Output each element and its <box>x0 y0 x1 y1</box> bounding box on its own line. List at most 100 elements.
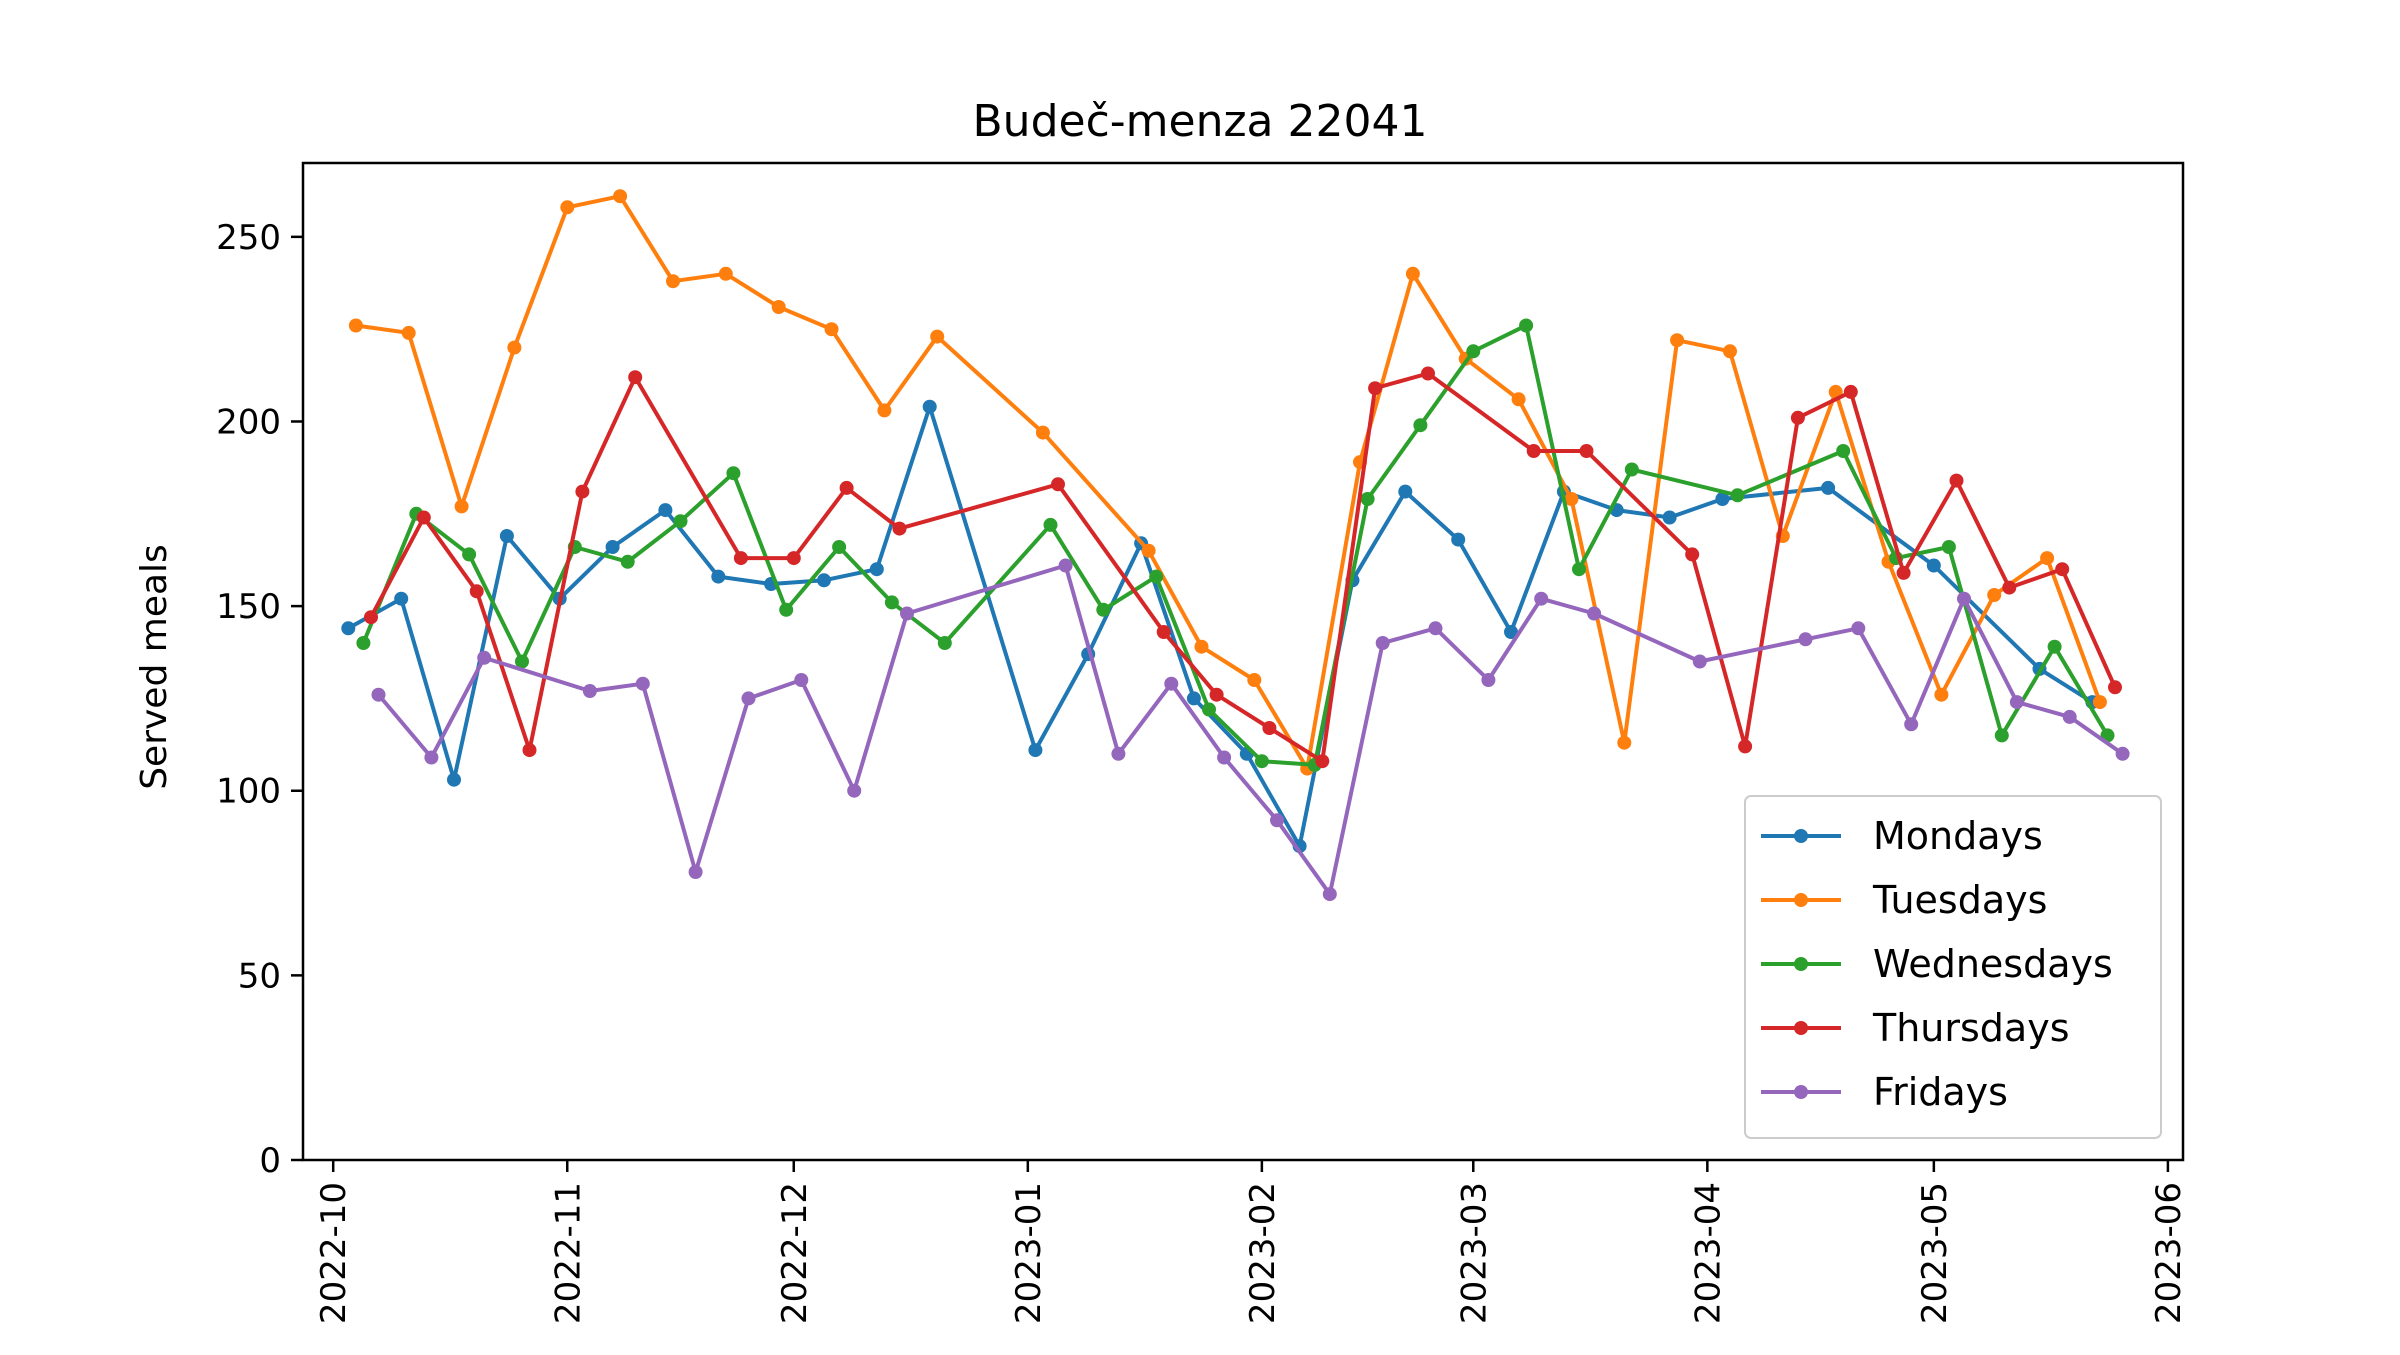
data-point-fridays <box>1904 717 1919 732</box>
legend-marker-mondays <box>1794 829 1808 843</box>
data-point-thursdays <box>1949 473 1964 488</box>
y-tick-label: 150 <box>216 587 281 627</box>
plot-frame <box>301 161 2185 1162</box>
data-point-fridays <box>1217 750 1232 765</box>
data-point-tuesdays <box>824 322 839 337</box>
data-point-fridays <box>1058 558 1073 573</box>
data-point-tuesdays <box>1194 639 1209 654</box>
data-point-fridays <box>1798 632 1813 647</box>
data-point-thursdays <box>628 370 643 385</box>
data-point-mondays <box>605 540 620 554</box>
data-point-wednesdays <box>1360 492 1375 506</box>
data-point-mondays <box>711 569 726 584</box>
legend-label-thursdays: Thursdays <box>1872 1006 2070 1050</box>
data-point-mondays <box>869 562 884 577</box>
x-tick-label: 2023-06 <box>2149 1182 2189 1324</box>
data-point-fridays <box>847 783 862 798</box>
data-point-wednesdays <box>673 514 688 529</box>
data-point-wednesdays <box>1096 602 1111 617</box>
data-point-fridays <box>1692 654 1707 669</box>
data-point-tuesdays <box>2092 695 2107 710</box>
data-point-tuesdays <box>1405 266 1420 281</box>
data-point-fridays <box>1957 591 1971 606</box>
data-point-wednesdays <box>462 547 477 562</box>
data-point-mondays <box>817 573 831 588</box>
data-point-tuesdays <box>1617 735 1632 750</box>
data-point-thursdays <box>1685 547 1700 562</box>
legend-label-wednesdays: Wednesdays <box>1873 942 2113 986</box>
data-point-fridays <box>1534 591 1549 606</box>
legend-label-mondays: Mondays <box>1873 814 2043 858</box>
data-point-tuesdays <box>1141 543 1156 558</box>
data-point-fridays <box>1111 746 1126 761</box>
data-point-tuesdays <box>1564 492 1579 506</box>
data-point-fridays <box>582 684 597 698</box>
data-point-mondays <box>1821 480 1836 495</box>
data-point-wednesdays <box>1730 488 1745 503</box>
data-point-mondays <box>1186 691 1201 706</box>
legend-label-fridays: Fridays <box>1873 1070 2008 1114</box>
data-point-wednesdays <box>779 602 794 617</box>
data-point-wednesdays <box>1624 462 1639 477</box>
chart-title: Budeč-menza 22041 <box>973 96 1428 147</box>
data-point-wednesdays <box>1149 569 1164 584</box>
data-point-fridays <box>635 676 650 691</box>
data-point-thursdays <box>522 743 537 758</box>
data-point-fridays <box>1428 621 1443 636</box>
legend-box <box>1744 795 2162 1139</box>
data-point-tuesdays <box>2040 551 2055 566</box>
data-point-fridays <box>1322 887 1337 902</box>
x-tick-label: 2022-10 <box>314 1182 354 1324</box>
data-point-tuesdays <box>401 325 416 340</box>
data-point-thursdays <box>1262 721 1277 735</box>
data-point-tuesdays <box>1934 687 1949 702</box>
data-point-wednesdays <box>2047 639 2062 654</box>
data-point-thursdays <box>2055 562 2070 577</box>
data-point-mondays <box>1715 492 1730 506</box>
data-point-thursdays <box>469 584 484 599</box>
data-point-tuesdays <box>930 329 945 344</box>
data-point-thursdays <box>733 551 748 566</box>
y-tick-label: 250 <box>216 218 281 258</box>
legend-marker-thursdays <box>1794 1021 1808 1035</box>
data-point-fridays <box>1164 676 1179 691</box>
data-point-wednesdays <box>515 654 529 669</box>
data-point-thursdays <box>1896 565 1911 580</box>
data-point-mondays <box>1398 484 1413 499</box>
data-point-wednesdays <box>832 540 847 554</box>
data-point-thursdays <box>1421 366 1435 381</box>
data-point-mondays <box>922 399 937 414</box>
data-point-fridays <box>424 750 439 765</box>
data-point-mondays <box>394 591 409 606</box>
data-point-thursdays <box>1315 754 1330 769</box>
data-point-tuesdays <box>1723 344 1737 359</box>
x-tick-label: 2022-11 <box>548 1182 588 1324</box>
data-point-thursdays <box>2002 580 2017 595</box>
data-point-tuesdays <box>1670 333 1685 348</box>
data-point-wednesdays <box>1572 562 1586 577</box>
data-point-fridays <box>1481 673 1496 687</box>
data-point-wednesdays <box>884 595 899 610</box>
data-point-fridays <box>371 687 386 702</box>
data-point-wednesdays <box>1994 728 2009 743</box>
y-axis-title: Served meals <box>134 544 175 790</box>
data-point-tuesdays <box>1511 392 1526 407</box>
data-point-wednesdays <box>1466 344 1481 359</box>
data-point-thursdays <box>892 521 907 536</box>
data-point-wednesdays <box>620 554 635 569</box>
data-point-wednesdays <box>1202 702 1216 717</box>
data-point-fridays <box>900 606 914 621</box>
data-point-wednesdays <box>356 636 371 650</box>
data-point-wednesdays <box>1254 754 1269 769</box>
data-point-thursdays <box>839 480 854 495</box>
data-point-mondays <box>447 772 461 787</box>
y-tick-label: 100 <box>216 772 281 812</box>
x-tick-label: 2023-01 <box>1009 1182 1049 1324</box>
data-point-mondays <box>1504 625 1518 639</box>
legend-label-tuesdays: Tuesdays <box>1872 878 2047 922</box>
legend-marker-tuesdays <box>1794 893 1808 907</box>
data-point-fridays <box>2115 746 2130 761</box>
data-point-tuesdays <box>1987 588 2002 602</box>
data-point-fridays <box>1851 621 1866 636</box>
